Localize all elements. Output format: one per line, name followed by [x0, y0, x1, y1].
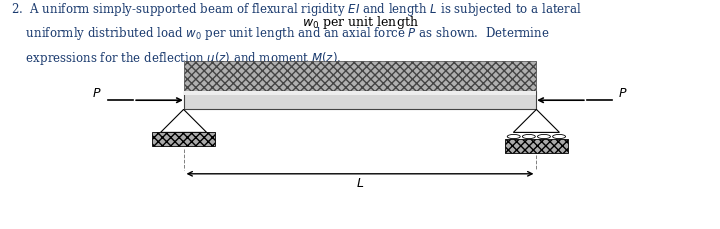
Polygon shape	[184, 92, 536, 96]
Polygon shape	[505, 140, 568, 153]
Text: $L$: $L$	[356, 176, 364, 189]
Circle shape	[523, 135, 536, 139]
Circle shape	[537, 135, 551, 139]
Polygon shape	[513, 110, 559, 133]
Polygon shape	[161, 110, 207, 133]
Text: $P$: $P$	[92, 87, 102, 100]
Text: 2.  A uniform simply-supported beam of flexural rigidity $EI$ and length $L$ is : 2. A uniform simply-supported beam of fl…	[11, 1, 582, 66]
Circle shape	[507, 135, 521, 139]
Polygon shape	[184, 92, 536, 110]
Circle shape	[552, 135, 566, 139]
Text: $w_0$ per unit length: $w_0$ per unit length	[302, 14, 418, 31]
Polygon shape	[152, 133, 215, 147]
Polygon shape	[184, 62, 536, 92]
Text: $P$: $P$	[618, 87, 628, 100]
